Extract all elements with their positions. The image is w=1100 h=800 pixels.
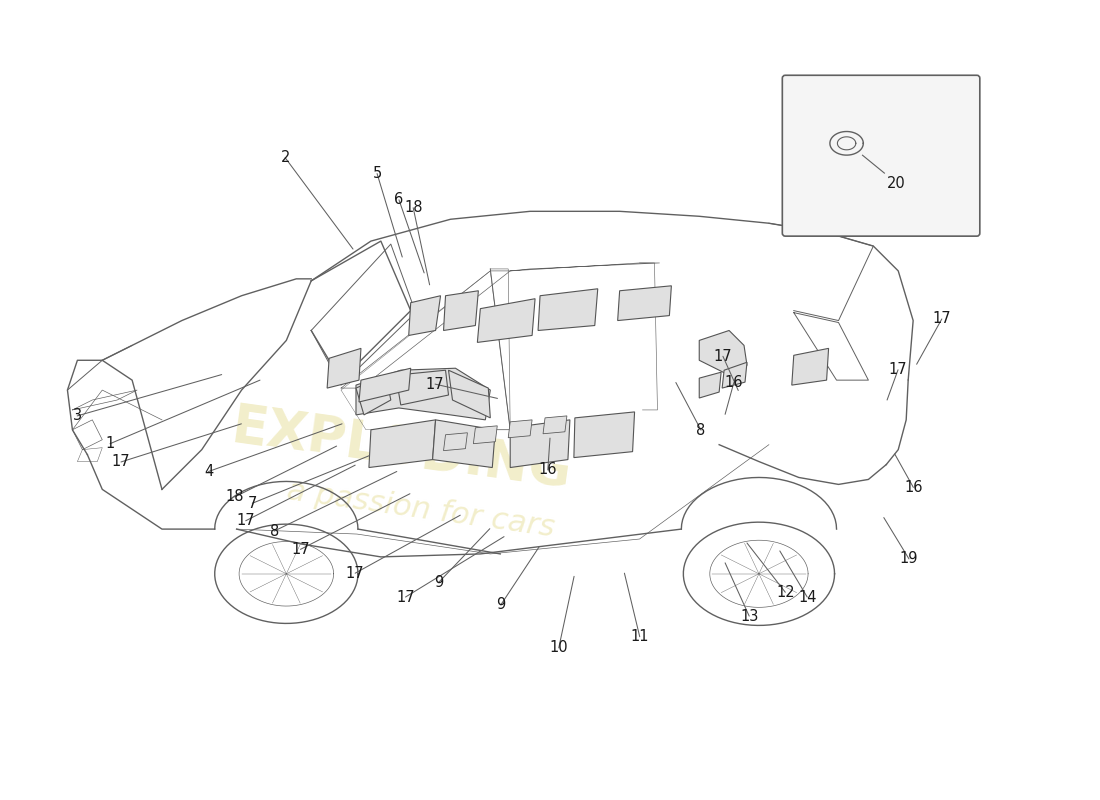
- Text: EXPLODING: EXPLODING: [228, 400, 574, 499]
- Polygon shape: [327, 348, 361, 388]
- Text: 17: 17: [933, 311, 952, 326]
- Polygon shape: [473, 426, 497, 444]
- Text: 13: 13: [740, 609, 758, 623]
- Text: 8: 8: [270, 523, 278, 538]
- Text: 3: 3: [73, 408, 81, 423]
- Text: 2: 2: [280, 150, 289, 165]
- Polygon shape: [574, 412, 635, 458]
- Text: 18: 18: [226, 490, 244, 505]
- Text: 17: 17: [292, 542, 310, 557]
- Text: 17: 17: [426, 377, 444, 392]
- Polygon shape: [792, 348, 828, 385]
- Text: 6: 6: [394, 192, 404, 207]
- Polygon shape: [443, 290, 478, 330]
- Polygon shape: [618, 286, 671, 321]
- Text: 17: 17: [889, 362, 908, 378]
- Text: 11: 11: [630, 630, 649, 644]
- Polygon shape: [700, 372, 722, 398]
- Polygon shape: [359, 368, 410, 402]
- Polygon shape: [538, 289, 597, 330]
- Text: 17: 17: [236, 514, 255, 528]
- Text: 17: 17: [112, 454, 130, 470]
- FancyBboxPatch shape: [782, 75, 980, 236]
- Text: 16: 16: [725, 375, 744, 390]
- Text: 5: 5: [373, 166, 382, 181]
- Text: 16: 16: [539, 462, 557, 478]
- Polygon shape: [368, 420, 436, 467]
- Text: 1: 1: [106, 436, 114, 451]
- Polygon shape: [356, 375, 390, 415]
- Polygon shape: [356, 368, 491, 420]
- Text: 16: 16: [904, 480, 923, 495]
- Polygon shape: [700, 330, 747, 375]
- Text: 10: 10: [549, 640, 568, 655]
- Text: 8: 8: [696, 422, 706, 438]
- Text: 9: 9: [433, 575, 443, 590]
- Text: 19: 19: [900, 551, 918, 566]
- Text: 17: 17: [396, 590, 415, 605]
- Text: a passion for cars: a passion for cars: [285, 476, 557, 542]
- Text: 18: 18: [404, 200, 422, 215]
- Polygon shape: [510, 420, 570, 467]
- Text: 4: 4: [204, 464, 213, 479]
- Polygon shape: [508, 420, 532, 438]
- Polygon shape: [409, 296, 441, 335]
- Polygon shape: [722, 362, 747, 388]
- Text: 17: 17: [345, 566, 364, 581]
- Text: 14: 14: [798, 590, 816, 605]
- Polygon shape: [477, 298, 535, 342]
- Text: 17: 17: [714, 349, 733, 364]
- Text: 7: 7: [248, 496, 257, 510]
- Polygon shape: [396, 370, 449, 405]
- Polygon shape: [543, 416, 566, 434]
- Text: 12: 12: [776, 585, 794, 600]
- Text: 9: 9: [496, 598, 505, 613]
- Polygon shape: [449, 370, 491, 418]
- Text: 20: 20: [887, 175, 905, 190]
- Polygon shape: [432, 420, 495, 467]
- Polygon shape: [443, 433, 468, 450]
